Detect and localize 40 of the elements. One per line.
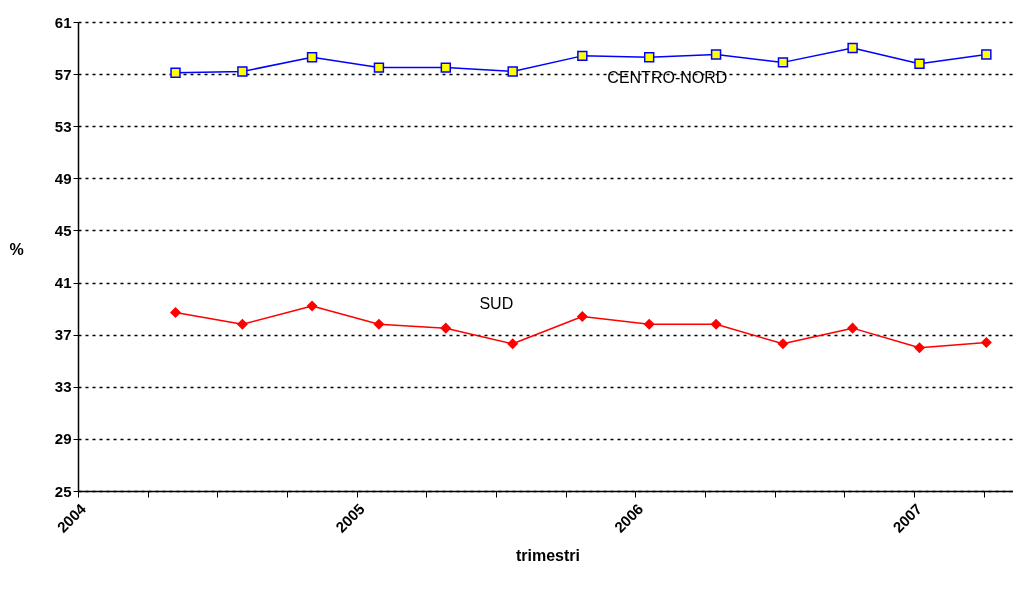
point bbox=[777, 338, 789, 350]
point bbox=[440, 322, 452, 334]
point bbox=[710, 319, 722, 330]
point bbox=[237, 319, 248, 330]
point bbox=[577, 50, 588, 62]
point bbox=[373, 62, 385, 73]
y-tick-label: 37 bbox=[54, 326, 72, 344]
point bbox=[440, 62, 452, 73]
point bbox=[306, 300, 318, 312]
point bbox=[914, 58, 925, 69]
series-label: CENTRO-NORD bbox=[607, 68, 728, 86]
y-tick-label: 61 bbox=[54, 13, 72, 31]
series-label: SUD bbox=[479, 295, 514, 313]
y-tick-label: 41 bbox=[54, 274, 72, 292]
point bbox=[710, 49, 722, 60]
point bbox=[981, 49, 992, 60]
y-tick-label: 45 bbox=[54, 221, 72, 239]
point bbox=[643, 319, 655, 330]
point bbox=[507, 66, 518, 77]
y-tick-label: 53 bbox=[54, 117, 72, 135]
x-axis-title: trimestri bbox=[515, 546, 581, 564]
y-axis-title: % bbox=[9, 240, 24, 258]
point bbox=[577, 311, 588, 322]
y-tick-label: 29 bbox=[54, 430, 72, 448]
y-tick-label: 57 bbox=[54, 65, 72, 83]
point bbox=[777, 57, 789, 68]
point bbox=[643, 51, 655, 63]
y-tick-label: 49 bbox=[54, 169, 72, 187]
y-tick-label: 33 bbox=[54, 378, 72, 396]
point bbox=[373, 319, 385, 330]
point bbox=[847, 42, 858, 54]
point bbox=[914, 342, 925, 353]
y-tick-label: 25 bbox=[54, 482, 72, 500]
point bbox=[306, 51, 318, 63]
point bbox=[507, 338, 518, 350]
point bbox=[170, 307, 181, 318]
point bbox=[237, 66, 248, 77]
point bbox=[981, 337, 992, 348]
point bbox=[170, 67, 181, 79]
point bbox=[847, 322, 858, 334]
